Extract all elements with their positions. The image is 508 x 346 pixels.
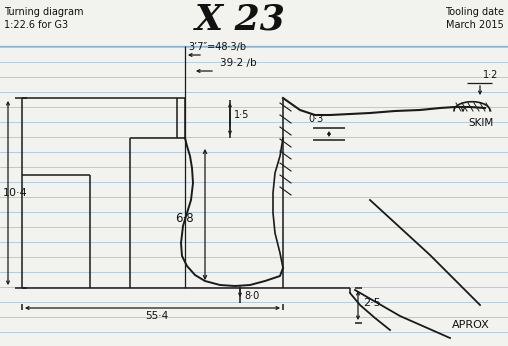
Text: 6·8: 6·8 — [175, 211, 194, 225]
Text: March 2015: March 2015 — [446, 20, 504, 30]
Text: Tooling date: Tooling date — [445, 7, 504, 17]
Text: 2·5: 2·5 — [363, 298, 381, 308]
Text: 3’7″=48·3∕b: 3’7″=48·3∕b — [188, 41, 246, 51]
Text: 55·4: 55·4 — [145, 311, 169, 321]
Text: X 23: X 23 — [195, 2, 286, 36]
Text: 0·3: 0·3 — [308, 114, 323, 124]
Text: 8·0: 8·0 — [244, 291, 259, 301]
Text: Turning diagram: Turning diagram — [4, 7, 83, 17]
Text: APROX: APROX — [452, 320, 490, 330]
Text: SKIM: SKIM — [468, 118, 493, 128]
Text: 1·2: 1·2 — [483, 70, 498, 80]
Text: 10·4: 10·4 — [3, 188, 28, 198]
Text: 1:22.6 for G3: 1:22.6 for G3 — [4, 20, 68, 30]
Text: 1·5: 1·5 — [234, 110, 249, 120]
Text: 39·2 ∕b: 39·2 ∕b — [220, 57, 257, 67]
